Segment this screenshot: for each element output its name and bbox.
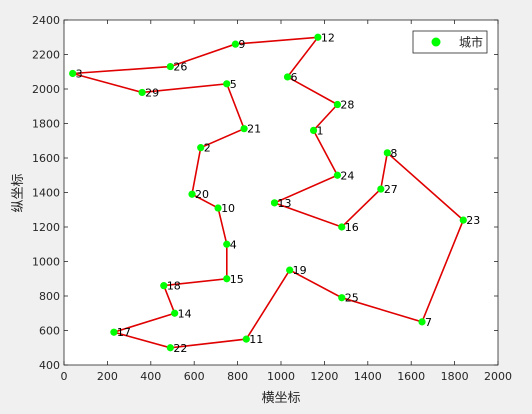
x-tick-label: 1000 [267, 370, 295, 383]
city-point-4 [223, 240, 231, 248]
city-label-13: 13 [277, 197, 291, 210]
city-label-5: 5 [230, 78, 237, 91]
city-point-21 [240, 125, 248, 133]
city-label-22: 22 [173, 342, 187, 355]
x-axis: 0 200 400 600 800 1000 1200 1400 1600 1800 2000 [61, 20, 512, 383]
city-label-9: 9 [238, 38, 245, 51]
x-tick-label: 1400 [354, 370, 382, 383]
legend-marker [431, 37, 441, 47]
city-label-11: 11 [249, 333, 263, 346]
city-label-29: 29 [145, 86, 159, 99]
legend-entry: 城市 [459, 35, 483, 50]
city-point-28 [333, 100, 342, 109]
x-tick-label: 200 [97, 370, 118, 383]
city-point-8 [383, 149, 391, 157]
y-tick-label: 1800 [32, 118, 60, 131]
city-label-20: 20 [195, 188, 209, 201]
city-point-1 [309, 126, 318, 134]
city-point-23 [459, 216, 467, 224]
city-point-27 [377, 185, 385, 193]
route-layer [72, 36, 465, 349]
x-tick-label: 0 [61, 370, 68, 383]
y-tick-label: 2200 [32, 49, 60, 62]
y-tick-label: 2400 [32, 14, 60, 27]
city-point-14 [171, 309, 179, 317]
city-label-24: 24 [340, 169, 354, 182]
y-tick-label: 400 [39, 359, 60, 372]
city-point-24 [333, 171, 342, 179]
x-tick-label: 400 [140, 370, 161, 383]
city-point-13 [270, 199, 279, 207]
y-tick-label: 2000 [32, 83, 60, 96]
city-point-2 [197, 144, 205, 152]
plot-area [64, 20, 498, 365]
x-tick-label: 800 [227, 370, 248, 383]
city-point-18 [160, 282, 168, 290]
city-label-2: 2 [204, 142, 211, 155]
y-tick-label: 1600 [32, 152, 60, 165]
x-tick-label: 1200 [310, 370, 338, 383]
legend[interactable]: 城市 [412, 30, 488, 54]
city-label-1: 1 [317, 124, 324, 137]
x-tick-label: 600 [184, 370, 205, 383]
city-point-26 [166, 62, 174, 71]
city-point-6 [283, 73, 292, 81]
y-tick-label: 1400 [32, 187, 60, 200]
city-point-20 [188, 190, 196, 198]
city-point-11 [242, 335, 250, 343]
city-label-15: 15 [230, 273, 244, 286]
y-tick-label: 600 [39, 325, 60, 338]
city-point-5 [223, 80, 231, 88]
city-label-7: 7 [425, 316, 432, 329]
x-tick-label: 1800 [441, 370, 469, 383]
city-point-3 [69, 69, 77, 78]
city-point-9 [231, 40, 240, 48]
city-point-19 [286, 266, 294, 274]
points-layer [69, 33, 467, 352]
city-label-18: 18 [167, 280, 181, 293]
city-point-15 [223, 275, 231, 283]
y-tick-label: 1200 [32, 221, 60, 234]
y-tick-label: 1000 [32, 256, 60, 269]
legend-box [412, 30, 488, 54]
city-label-23: 23 [466, 214, 480, 227]
city-label-26: 26 [173, 61, 187, 74]
city-point-22 [166, 344, 174, 352]
city-label-4: 4 [230, 238, 237, 251]
x-tick-label: 2000 [484, 370, 512, 383]
point-labels: 1234567891112131415161718192021222324252… [76, 31, 481, 355]
city-label-12: 12 [321, 31, 335, 44]
city-point-16 [338, 223, 346, 231]
route-line [72, 36, 465, 349]
city-point-25 [338, 294, 346, 302]
city-label-8: 8 [390, 147, 397, 160]
city-label-19: 19 [293, 264, 307, 277]
city-point-29 [138, 88, 146, 97]
y-axis: 400 600 800 1000 1200 1400 1600 1800 2000 2200 240… [32, 14, 498, 372]
city-label-21: 21 [247, 123, 261, 136]
city-label-16: 16 [345, 221, 359, 234]
city-point-12 [314, 33, 322, 41]
city-label-14: 14 [178, 307, 192, 320]
y-axis-label: 纵坐标 [11, 173, 26, 212]
city-label-17: 17 [117, 326, 131, 339]
city-point-7 [418, 318, 426, 326]
city-label-28: 28 [340, 99, 354, 112]
city-label-3: 3 [76, 67, 83, 80]
city-point-17 [110, 328, 118, 336]
city-label-27: 27 [384, 183, 398, 196]
city-label-25: 25 [345, 292, 359, 305]
city-label-10: 10 [221, 202, 235, 215]
x-tick-label: 1600 [397, 370, 425, 383]
city-point-10 [214, 204, 222, 212]
x-axis-label: 横坐标 [261, 391, 300, 406]
y-tick-label: 800 [39, 290, 60, 303]
city-label-6: 6 [291, 71, 298, 84]
